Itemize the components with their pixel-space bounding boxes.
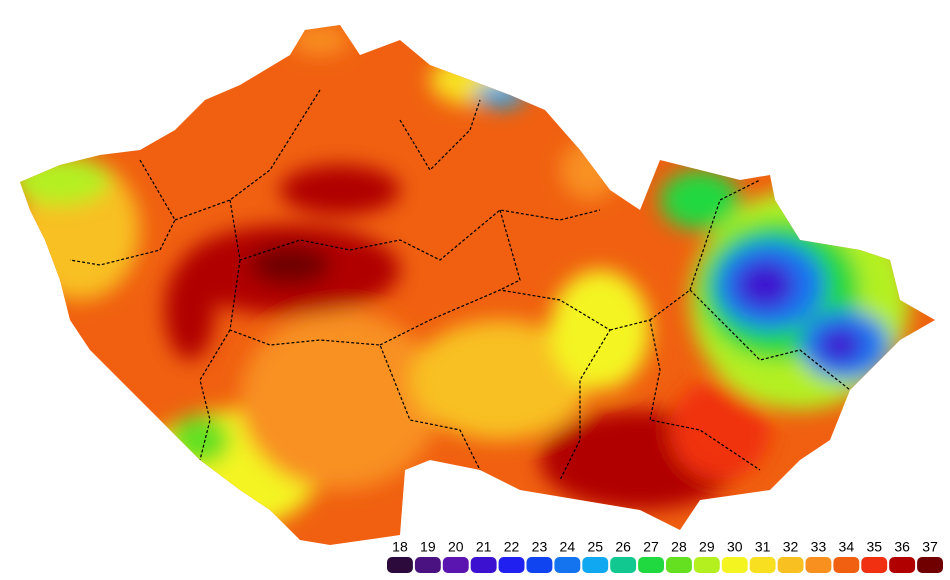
legend-label: 37 [922,539,938,555]
legend-label: 35 [866,539,882,555]
legend-swatch [805,557,832,573]
legend-label: 18 [392,539,408,555]
legend-swatch [554,557,581,573]
legend-swatch [387,557,413,573]
legend-label: 34 [839,539,855,555]
legend-label: 30 [727,539,743,555]
legend-label: 24 [560,539,576,555]
legend-label: 36 [894,539,910,555]
legend-label: 32 [783,539,799,555]
legend-swatch [693,557,720,573]
legend-swatch [889,557,916,573]
legend-swatch [917,557,943,573]
legend-label: 21 [476,539,492,555]
legend-swatch [749,557,776,573]
legend-swatch [442,557,469,573]
legend-label: 22 [504,539,520,555]
legend-label: 20 [448,539,464,555]
legend-label: 31 [755,539,771,555]
legend-swatch [582,557,609,573]
legend-swatch [414,557,441,573]
legend: 18 19 20 21 22 23 24 25 26 27 28 29 30 31 32 33 34 35 36 37 [387,539,943,573]
legend-label: 19 [420,539,436,555]
legend-label: 23 [532,539,548,555]
legend-swatch [666,557,692,573]
legend-label: 26 [615,539,631,555]
legend-swatch [638,557,664,573]
legend-swatch [610,557,637,573]
legend-label: 27 [643,539,659,555]
legend-swatch [470,557,497,573]
legend-swatch [498,557,525,573]
legend-swatch [833,557,860,573]
legend-swatch [721,557,748,573]
legend-label: 29 [699,539,715,555]
legend-label: 33 [811,539,827,555]
legend-label: 25 [587,539,603,555]
legend-label: 28 [671,539,687,555]
legend-swatch [526,557,553,573]
legend-swatch [861,557,888,573]
legend-swatch [777,557,804,573]
